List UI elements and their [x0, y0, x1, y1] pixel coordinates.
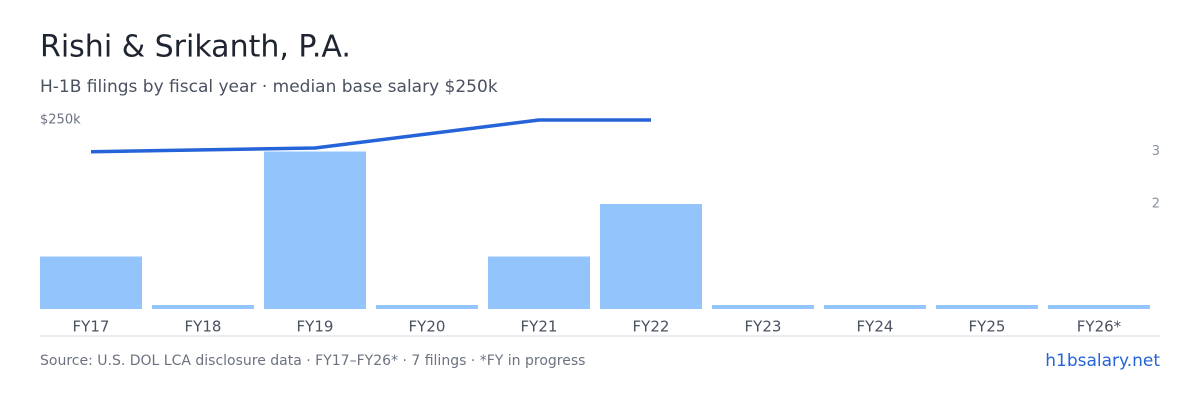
x-tick-label: FY26* — [1077, 318, 1122, 336]
bar — [40, 256, 142, 309]
y-tick-label: $250k — [40, 113, 81, 128]
bar — [264, 151, 366, 309]
y2-tick-label: 3 — [1152, 144, 1160, 159]
x-tick-label: FY24 — [857, 318, 894, 336]
bar — [376, 305, 478, 309]
y2-tick-label: 2 — [1152, 197, 1160, 212]
chart-title: Rishi & Srikanth, P.A. — [40, 30, 351, 65]
bar — [712, 305, 814, 309]
x-tick-label: FY19 — [297, 318, 334, 336]
bar — [1048, 305, 1150, 309]
bar — [488, 256, 590, 309]
x-tick-label: FY17 — [73, 318, 110, 336]
x-tick-label: FY21 — [521, 318, 558, 336]
bar — [824, 305, 926, 309]
chart-subtitle: H-1B filings by fiscal year · median bas… — [40, 77, 498, 97]
x-tick-label: FY23 — [745, 318, 782, 336]
brand-link[interactable]: h1bsalary.net — [1045, 351, 1160, 371]
x-tick-label: FY18 — [185, 318, 222, 336]
bar — [152, 305, 254, 309]
source-note: Source: U.S. DOL LCA disclosure data · F… — [40, 353, 585, 369]
x-tick-label: FY25 — [969, 318, 1006, 336]
bar — [936, 305, 1038, 309]
x-tick-label: FY22 — [633, 318, 670, 336]
salary-line — [90, 118, 651, 154]
x-tick-label: FY20 — [409, 318, 446, 336]
bar — [600, 204, 702, 309]
